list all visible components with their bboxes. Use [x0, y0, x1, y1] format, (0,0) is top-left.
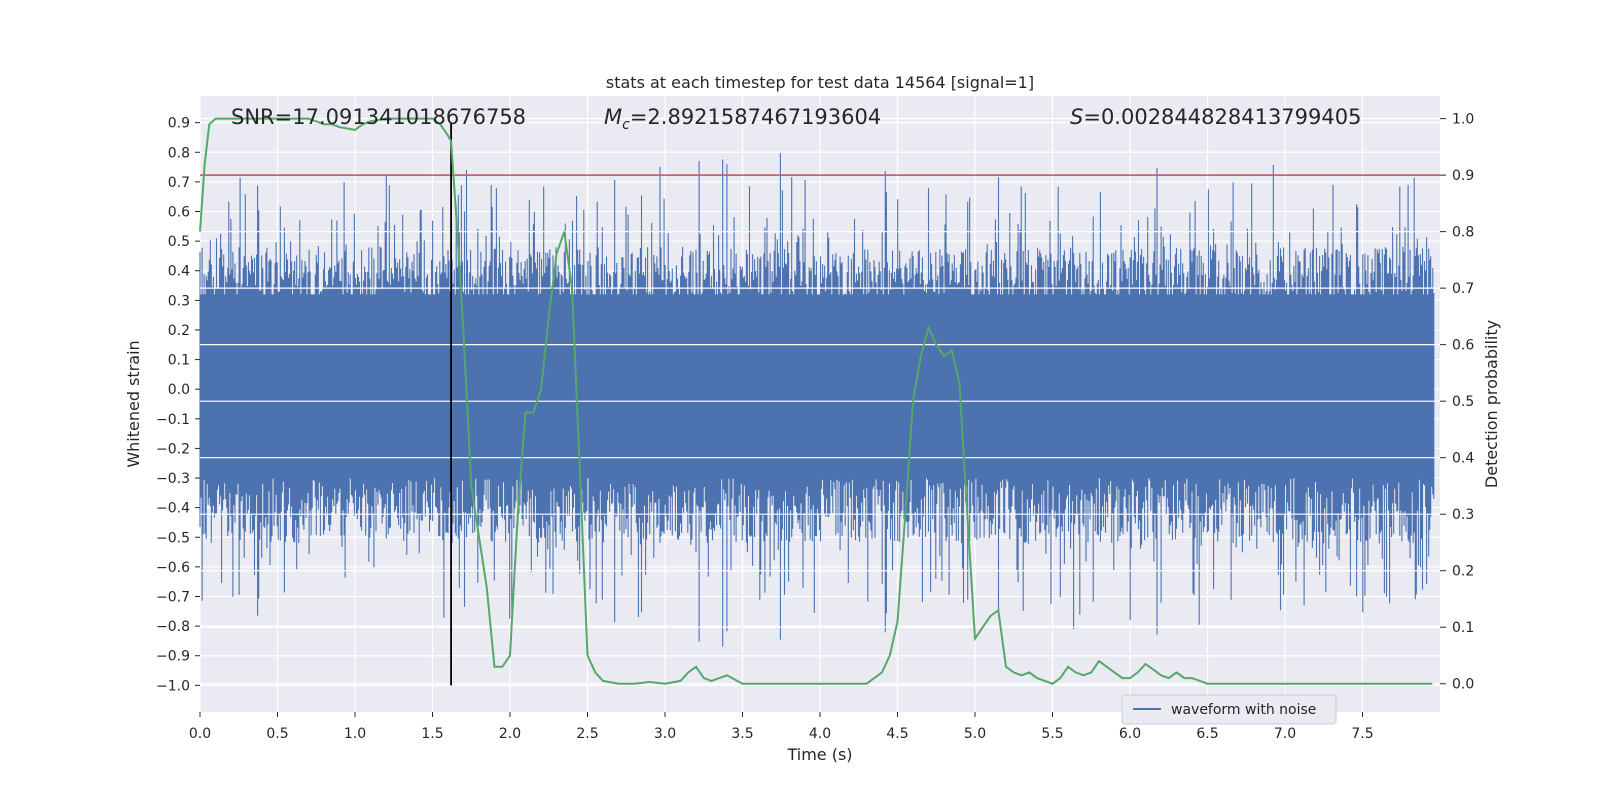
legend-label: waveform with noise [1171, 702, 1316, 718]
chart-title: stats at each timestep for test data 145… [606, 73, 1034, 92]
y-tick-label: −0.9 [156, 649, 190, 665]
y-tick-label: −0.3 [156, 471, 190, 487]
y2-tick-label: 0.4 [1452, 451, 1474, 467]
waveform-series [199, 153, 1435, 647]
x-axis-label: Time (s) [786, 745, 852, 764]
legend: waveform with noise [1121, 694, 1337, 725]
probability-line [199, 117, 1433, 685]
chirp-mass-value: =2.8921587467193604 [630, 105, 881, 129]
y-tick-labels: 0.9 0.8 0.7 0.6 0.5 0.4 0.3 0.2 0.1 0.0 −0.1 −0.2 −0… [156, 116, 200, 694]
y2-tick-label: 0.0 [1452, 677, 1474, 693]
y2-tick-label: 1.0 [1452, 112, 1474, 128]
y-tick-label: 0.5 [168, 234, 190, 250]
legend-box [1121, 694, 1337, 725]
x-tick-label: 1.0 [344, 726, 366, 742]
y-tick-label: −0.6 [156, 560, 190, 576]
y2-tick-label: 0.8 [1452, 225, 1474, 241]
x-tick-label: 6.0 [1119, 726, 1141, 742]
y-tick-label: 0.8 [168, 145, 190, 161]
chirp-mass-symbol: M [604, 105, 622, 129]
y-tick-label: −1.0 [156, 678, 190, 694]
x-tick-label: 5.0 [964, 726, 986, 742]
x-tick-label: 7.0 [1274, 726, 1296, 742]
s-value: =0.002844828413799405 [1083, 105, 1361, 129]
waveform-body [200, 294, 1434, 479]
x-tick-label: 0.0 [189, 726, 211, 742]
x-tick-label: 2.0 [499, 726, 521, 742]
y2-axis-label: Detection probability [1482, 320, 1501, 488]
y-tick-label: 0.1 [168, 353, 190, 369]
y-tick-label: 0.0 [168, 382, 190, 398]
s-symbol: S [1070, 105, 1083, 129]
y-tick-label: −0.8 [156, 619, 190, 635]
y2-tick-label: 0.6 [1452, 338, 1474, 354]
x-tick-label: 3.0 [654, 726, 676, 742]
y-tick-label: 0.4 [168, 264, 190, 280]
x-tick-label: 4.0 [809, 726, 831, 742]
x-tick-label: 5.5 [1041, 726, 1063, 742]
s-annotation: S=0.002844828413799405 [1070, 105, 1361, 129]
x-tick-label: 4.5 [886, 726, 908, 742]
y2-tick-label: 0.7 [1452, 281, 1474, 297]
y-axis-label: Whitened strain [124, 340, 143, 467]
y-tick-label: −0.2 [156, 441, 190, 457]
y-tick-label: −0.5 [156, 530, 190, 546]
probability-series [199, 117, 1433, 685]
y-tick-label: 0.3 [168, 293, 190, 309]
y-tick-label: 0.7 [168, 175, 190, 191]
y-tick-label: 0.6 [168, 205, 190, 221]
y2-tick-label: 0.2 [1452, 564, 1474, 580]
x-tick-labels: 0.0 0.5 1.0 1.5 2.0 2.5 3.0 3.5 4.0 4.5 5.0 5.5 6.0 6… [189, 712, 1374, 742]
x-tick-label: 0.5 [266, 726, 288, 742]
x-tick-label: 1.5 [421, 726, 443, 742]
y2-tick-label: 0.5 [1452, 394, 1474, 410]
chirp-mass-subscript: c [622, 117, 630, 133]
x-tick-label: 6.5 [1196, 726, 1218, 742]
chirp-mass-annotation: Mc=2.8921587467193604 [604, 105, 881, 133]
y-tick-label: 0.9 [168, 116, 190, 132]
x-tick-label: 7.5 [1351, 726, 1373, 742]
y-tick-label: −0.1 [156, 412, 190, 428]
y2-tick-label: 0.9 [1452, 168, 1474, 184]
y2-tick-label: 0.1 [1452, 620, 1474, 636]
y-tick-label: −0.7 [156, 590, 190, 606]
y-tick-label: 0.2 [168, 323, 190, 339]
x-tick-label: 3.5 [731, 726, 753, 742]
y2-tick-label: 0.3 [1452, 507, 1474, 523]
x-tick-label: 2.5 [576, 726, 598, 742]
snr-annotation: SNR=17.091341018676758 [231, 105, 526, 129]
y2-tick-labels: 1.0 0.9 0.8 0.7 0.6 0.5 0.4 0.3 0.2 0.1 0.0 [1440, 112, 1474, 693]
y-tick-label: −0.4 [156, 501, 190, 517]
